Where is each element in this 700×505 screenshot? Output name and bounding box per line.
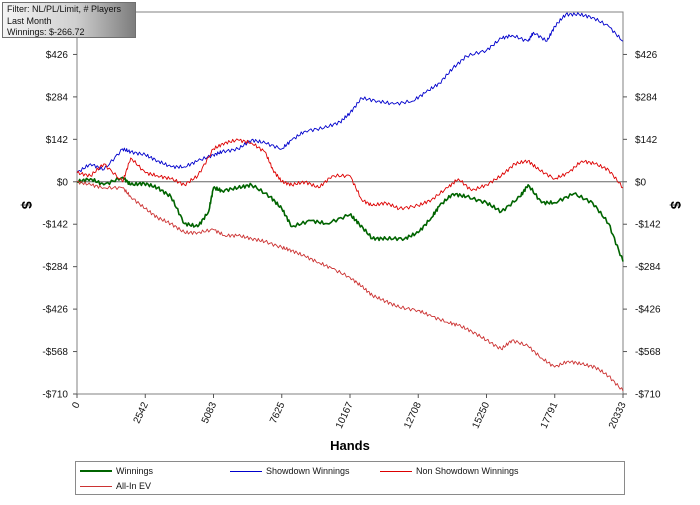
- plot-area: [76, 11, 624, 395]
- legend-item-non-showdown-winnings: Non Showdown Winnings: [380, 465, 519, 477]
- legend-item-showdown-winnings: Showdown Winnings: [230, 465, 350, 477]
- x-axis: 0 2542 5083 7625 10167 12708 15250 17791 20333: [70, 394, 629, 430]
- x-tick-label: 15250: [471, 400, 493, 430]
- y-tick-label-right: $284: [635, 92, 658, 103]
- x-tick-label: 17791: [539, 400, 561, 430]
- y-tick-label-left: -$710: [42, 390, 68, 401]
- legend-label: Showdown Winnings: [266, 466, 350, 476]
- series-layer: [76, 12, 624, 392]
- y-tick-label-right: $0: [635, 177, 647, 188]
- x-tick-label: 7625: [268, 400, 288, 425]
- series-winnings-line: [76, 176, 624, 262]
- legend-swatch: [380, 470, 412, 472]
- legend-swatch: [230, 470, 262, 472]
- x-tick-label: 2542: [132, 400, 152, 425]
- series-all-in-ev-line: [76, 180, 624, 392]
- y-tick-label-left: -$284: [42, 262, 68, 273]
- x-tick-label: 20333: [607, 400, 629, 430]
- x-tick-label: 10167: [334, 400, 356, 430]
- legend-swatch: [80, 470, 112, 472]
- y-tick-label-left: $0: [57, 177, 69, 188]
- y-tick-label-left: $426: [46, 50, 69, 61]
- series-showdown-winnings-line: [76, 12, 624, 174]
- legend-item-winnings: Winnings: [80, 465, 153, 477]
- y-tick-label-left: $284: [46, 92, 69, 103]
- legend-swatch: [80, 485, 112, 487]
- y-tick-label-right: $426: [635, 50, 658, 61]
- y-tick-label-right: $142: [635, 135, 658, 146]
- y-axis-right: $426 $284 $142 $0 -$142 -$284 -$426 -$568 -$710: [623, 50, 661, 401]
- x-tick-label: 0: [70, 400, 83, 410]
- filter-label: Filter: NL/PL/Limit, # Players: [7, 4, 122, 14]
- y-tick-label-left: -$142: [42, 220, 68, 231]
- x-tick-label: 12708: [402, 400, 424, 430]
- period-label: Last Month: [7, 15, 52, 26]
- y-tick-label-right: -$426: [635, 305, 661, 316]
- y-axis-left: $426 $284 $142 $0 -$142 -$284 -$426 -$568 -$710: [42, 50, 77, 401]
- legend-item-all-in-ev: All-In EV: [80, 480, 151, 492]
- legend-label: Non Showdown Winnings: [416, 466, 519, 476]
- y-tick-label-right: -$142: [635, 220, 661, 231]
- series-non-showdown-winnings-line: [76, 138, 624, 211]
- winnings-total-label: Winnings: $-266.72: [7, 27, 85, 37]
- y-tick-label-right: -$710: [635, 390, 661, 401]
- x-axis-label: Hands: [330, 438, 370, 453]
- y-tick-label-right: -$568: [635, 347, 661, 358]
- y-tick-label-left: $142: [46, 135, 69, 146]
- filter-info-box: Filter: NL/PL/Limit, # Players Last Mont…: [2, 2, 136, 38]
- legend: Winnings Showdown Winnings Non Showdown …: [75, 461, 625, 495]
- legend-label: Winnings: [116, 466, 154, 476]
- y-tick-label-left: -$426: [42, 305, 68, 316]
- y-tick-label-left: -$568: [42, 347, 68, 358]
- y-axis-label-left: $: [19, 201, 35, 209]
- legend-label: All-In EV: [116, 481, 152, 491]
- y-axis-label-right: $: [668, 201, 684, 209]
- x-tick-label: 5083: [200, 400, 220, 425]
- y-tick-label-right: -$284: [635, 262, 661, 273]
